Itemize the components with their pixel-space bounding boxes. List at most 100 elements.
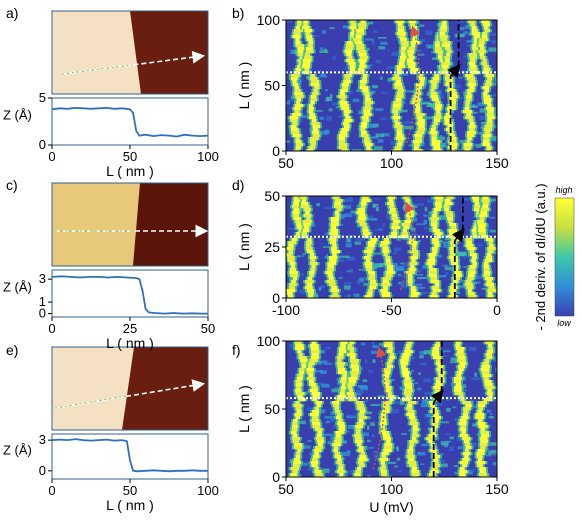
- map-speckle: [437, 275, 447, 278]
- map-speckle: [330, 93, 333, 98]
- x-tick-label: 100: [380, 155, 404, 171]
- y-axis-label: L ( nm ): [236, 385, 252, 433]
- map-speckle: [332, 55, 336, 60]
- map-speckle: [390, 140, 398, 145]
- topography-image-a: [51, 10, 209, 95]
- map-speckle: [300, 462, 309, 466]
- map-ridge: [344, 341, 370, 477]
- guide-arrow-black-head: [451, 228, 465, 243]
- map-speckle: [391, 52, 400, 56]
- map-speckle: [474, 405, 478, 409]
- map-speckle: [423, 219, 427, 225]
- map-speckle: [490, 412, 493, 416]
- map-speckle: [415, 269, 422, 273]
- map-speckle: [367, 84, 371, 87]
- map-speckle: [445, 440, 452, 443]
- map-speckle: [426, 44, 436, 49]
- map-speckle: [400, 284, 408, 289]
- map-speckle: [408, 144, 414, 147]
- map-speckle: [327, 440, 332, 445]
- map-speckle: [342, 205, 352, 209]
- x-tick-label: -100: [272, 302, 300, 318]
- map-speckle: [419, 351, 427, 355]
- map-speckle: [492, 252, 497, 255]
- map-speckle: [297, 118, 303, 123]
- map-speckle: [296, 255, 302, 258]
- map-speckle: [375, 133, 384, 138]
- map-speckle: [299, 273, 305, 276]
- map-speckle: [356, 280, 361, 285]
- map-speckle: [434, 453, 444, 456]
- map-speckle: [488, 415, 494, 419]
- x-tick-label: 50: [201, 321, 215, 336]
- map-speckle: [421, 443, 428, 447]
- map-speckle: [382, 133, 390, 137]
- map-speckle: [477, 244, 483, 247]
- map-speckle: [422, 101, 430, 105]
- map-ridge: [287, 341, 310, 477]
- map-speckle: [390, 262, 398, 267]
- y-tick-label: 0: [39, 463, 46, 478]
- map-speckle: [444, 266, 454, 271]
- map-speckle: [377, 139, 384, 143]
- map-speckle: [423, 378, 432, 383]
- y-tick-label: 3: [39, 271, 46, 286]
- topography-image-e: [51, 346, 209, 431]
- map-speckle: [449, 436, 455, 440]
- map-speckle: [344, 282, 352, 285]
- map-ridge: [437, 20, 460, 151]
- map-speckle: [370, 350, 380, 355]
- y-tick-label: 50: [264, 401, 280, 417]
- map-speckle: [344, 295, 347, 298]
- map-speckle: [488, 216, 496, 219]
- map-speckle: [456, 436, 462, 441]
- map-speckle: [319, 75, 328, 78]
- map-speckle: [373, 263, 383, 268]
- map-speckle: [286, 227, 294, 230]
- map-speckle: [367, 475, 371, 477]
- map-speckle: [418, 372, 422, 375]
- y-tick-label: 25: [264, 239, 280, 255]
- map-speckle: [372, 30, 378, 34]
- map-speckle: [349, 268, 353, 273]
- map-speckle: [372, 359, 376, 363]
- map-speckle: [417, 451, 426, 456]
- map-speckle: [324, 206, 334, 209]
- map-speckle: [374, 228, 384, 231]
- map-speckle: [417, 240, 422, 242]
- map-speckle: [423, 395, 428, 398]
- map-speckle: [286, 100, 291, 105]
- map-ridge: [330, 341, 352, 477]
- map-speckle: [386, 66, 395, 70]
- x-axis-label: L ( nm ): [106, 335, 154, 351]
- y-tick-label: 0: [39, 137, 46, 152]
- map-speckle: [342, 441, 347, 444]
- map-ridge: [354, 196, 380, 298]
- map-speckle: [301, 255, 305, 257]
- y-tick-label: 100: [257, 333, 281, 349]
- map-speckle: [441, 241, 450, 244]
- map-speckle: [470, 377, 481, 380]
- x-tick-label: 100: [380, 481, 404, 497]
- map-speckle: [440, 355, 448, 357]
- colorbar-low-label: low: [557, 318, 571, 328]
- map-speckle: [456, 20, 465, 23]
- y-axis-label: Z (Å): [3, 108, 32, 123]
- map-speckle: [417, 53, 425, 56]
- map-speckle: [363, 282, 368, 286]
- y-tick-label: 0: [272, 143, 280, 159]
- map-speckle: [313, 293, 319, 298]
- map-speckle: [372, 434, 375, 437]
- map-speckle: [332, 102, 339, 106]
- y-tick-label: 50: [264, 188, 280, 204]
- map-speckle: [420, 362, 427, 366]
- map-speckle: [442, 142, 446, 148]
- map-speckle: [372, 344, 379, 349]
- map-speckle: [442, 264, 449, 267]
- map-speckle: [486, 409, 491, 413]
- map-speckle: [372, 204, 376, 208]
- map-speckle: [343, 285, 351, 290]
- map-speckle: [290, 49, 296, 55]
